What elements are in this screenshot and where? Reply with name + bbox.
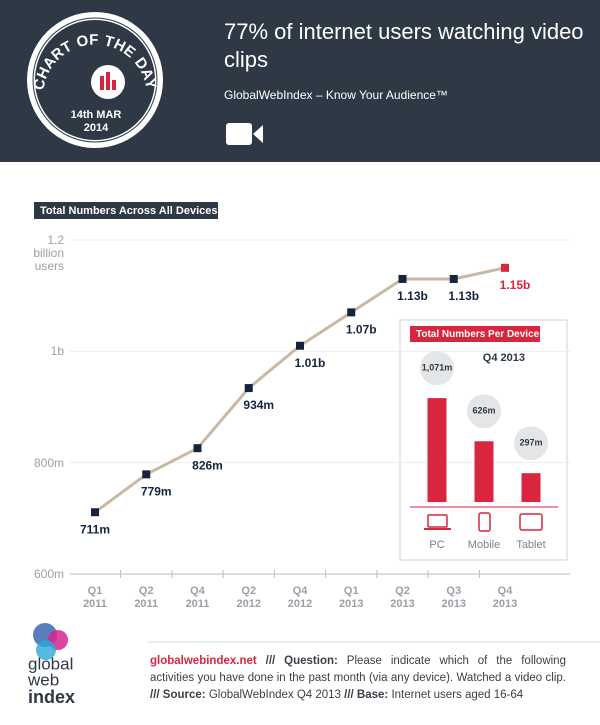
- marker: [347, 308, 356, 317]
- logo-text: global: [28, 654, 73, 673]
- badge-year: 2014: [84, 122, 109, 134]
- bar: [521, 473, 541, 502]
- bar: [427, 398, 447, 502]
- badge-line: [32, 17, 158, 143]
- x-tick-label: Q1 2011: [83, 585, 107, 610]
- x-tick-label: Mobile: [468, 539, 500, 551]
- x-tick-label: Q3 2013: [441, 585, 466, 610]
- footer-source: GlobalWebIndex Q4 2013: [208, 689, 341, 701]
- data-label: 626m: [472, 406, 495, 416]
- badge-date: 14th MAR: [71, 109, 122, 121]
- x-tick-label: Tablet: [516, 539, 545, 551]
- y-tick-label: 600m: [33, 567, 64, 581]
- marker: [296, 341, 304, 350]
- x-tick-label: Q1 2013: [339, 585, 364, 610]
- x-tick-label: Q4 2011: [185, 585, 210, 610]
- marker: [244, 384, 253, 393]
- data-label: 1.15b: [500, 278, 531, 292]
- marker: [142, 470, 151, 479]
- footer-label: /// Source:: [150, 689, 206, 701]
- header-title: 77% of internet users watching video cli…: [224, 19, 584, 72]
- badge-icon: [112, 80, 116, 90]
- bar: [474, 441, 494, 502]
- inset-subtitle: Q4 2013: [483, 352, 525, 364]
- data-label: 826m: [192, 458, 223, 472]
- footer-question: Please indicate which of the following a…: [150, 655, 566, 684]
- footer-site: globalwebindex.net: [150, 655, 257, 667]
- data-label: 711m: [80, 522, 110, 536]
- chart-title: Total Numbers Across All Devices: [40, 205, 218, 217]
- badge-icon: [100, 76, 104, 90]
- footer-label: /// Base:: [344, 689, 389, 701]
- data-label: 1.07b: [346, 323, 377, 337]
- header-subtitle: GlobalWebIndex – Know Your Audience™: [224, 88, 448, 102]
- x-tick-label: Q4 2012: [287, 585, 313, 610]
- x-tick-label: Q2 2013: [390, 585, 415, 610]
- x-tick-label: PC: [429, 539, 444, 551]
- label-bubble: [420, 351, 454, 386]
- y-tick-label: 1.2 billion users: [33, 233, 64, 273]
- badge-icon: [106, 72, 110, 90]
- data-label: 934m: [243, 398, 274, 412]
- inset-title-box: [410, 326, 540, 342]
- logo-text: web: [27, 670, 59, 689]
- marker: [449, 274, 458, 283]
- marker: [91, 508, 99, 517]
- chart-title-box: [34, 202, 218, 219]
- logo-circle: [36, 640, 56, 660]
- y-tick-label: 800m: [33, 455, 64, 470]
- data-label: 779m: [141, 485, 172, 499]
- data-label: 1.13b: [448, 289, 479, 303]
- data-label: 1.13b: [397, 289, 428, 303]
- x-tick-label: Q2 2012: [236, 585, 261, 610]
- data-label: 1.01b: [295, 356, 326, 370]
- mobile-icon: [478, 512, 491, 532]
- footer-text: globalwebindex.net /// Question: Please …: [150, 653, 566, 704]
- marker: [501, 263, 509, 272]
- pc-icon: [427, 514, 448, 528]
- label-bubble: [514, 426, 548, 461]
- footer-label: /// Question:: [265, 655, 338, 667]
- footer-base: Internet users aged 16-64: [391, 689, 524, 701]
- inset-title: Total Numbers Per Device: [416, 329, 540, 340]
- data-label: 297m: [519, 438, 542, 448]
- marker: [193, 444, 202, 453]
- x-tick-label: Q4 2013: [492, 585, 518, 610]
- y-tick-label: 1b: [50, 344, 64, 359]
- logo-text: index: [28, 687, 75, 707]
- tablet-icon: [519, 513, 543, 531]
- marker: [398, 274, 407, 283]
- camera-icon: [226, 123, 252, 145]
- label-bubble: [467, 394, 501, 429]
- camera-icon: [253, 125, 263, 143]
- data-label: 1,071m: [422, 362, 453, 372]
- x-tick-label: Q2 2011: [134, 585, 159, 610]
